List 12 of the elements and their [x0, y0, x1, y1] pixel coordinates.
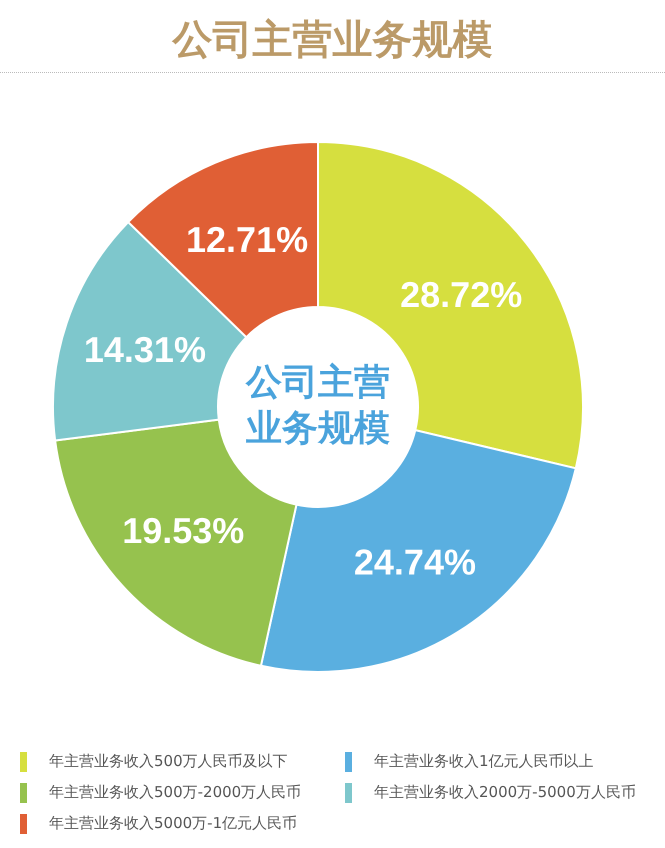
data-label: 19.53%: [122, 510, 244, 552]
data-label: 12.71%: [186, 218, 308, 260]
chart-title: 公司主营业务规模: [170, 16, 494, 65]
data-label: 24.74%: [354, 542, 476, 583]
legend-label: 年主营业务收入1亿元人民币以上: [374, 752, 594, 770]
data-label: 14.31%: [84, 329, 206, 370]
legend-label: 年主营业务收入5000万-1亿元人民币: [49, 814, 298, 832]
text: 公司主营业务规模: [244, 361, 391, 451]
legend-label: 年主营业务收入500万人民币及以下: [49, 752, 288, 770]
legend-label: 年主营业务收入2000万-5000万人民币: [374, 783, 636, 802]
data-label: 28.72%: [400, 274, 522, 315]
legend-label: 年主营业务收入500万-2000万人民币: [49, 783, 302, 802]
